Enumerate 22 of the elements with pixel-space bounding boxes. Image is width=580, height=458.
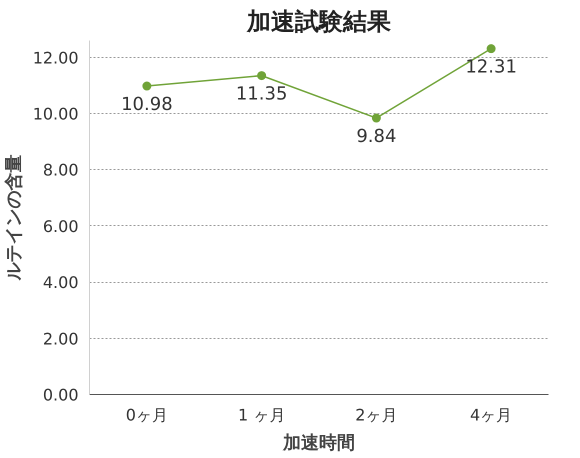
point xyxy=(486,44,496,54)
data-label: 12.31 xyxy=(465,56,517,78)
point xyxy=(372,114,381,123)
chart-title: 加速試験結果 xyxy=(246,8,391,36)
y-tick-label: 2.00 xyxy=(42,329,78,348)
y-tick-label: 6.00 xyxy=(42,216,78,236)
y-tick-label: 4.00 xyxy=(42,273,78,292)
x-tick-label: 4ヶ月 xyxy=(470,406,512,424)
y-tick-label: 0.00 xyxy=(42,386,78,404)
y-tick-label: 12.00 xyxy=(32,48,79,68)
data-label: 11.35 xyxy=(236,84,288,105)
x-tick-label: 0ヶ月 xyxy=(126,406,168,424)
y-axis-title: ルテインの含量 xyxy=(4,154,25,282)
data-label: 9.84 xyxy=(356,126,396,148)
x-tick-label: 1 ヶ月 xyxy=(238,406,286,424)
y-tick-label: 8.00 xyxy=(42,160,78,180)
point xyxy=(142,82,152,91)
point xyxy=(257,71,266,80)
x-axis-title: 加速時間 xyxy=(282,432,355,454)
data-label: 10.98 xyxy=(121,94,173,116)
x-tick-label: 2ヶ月 xyxy=(355,406,398,424)
y-tick-label: 10.00 xyxy=(32,104,79,124)
